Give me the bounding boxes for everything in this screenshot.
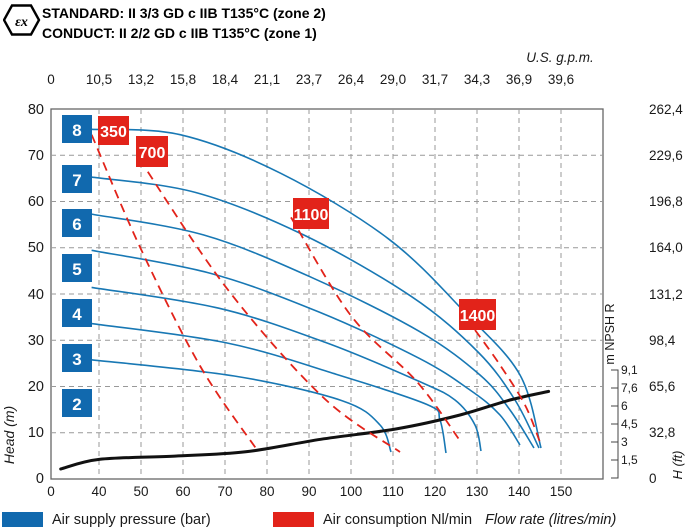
svg-text:6: 6 bbox=[72, 215, 81, 234]
svg-text:21,1: 21,1 bbox=[254, 72, 280, 87]
svg-text:3: 3 bbox=[621, 435, 628, 449]
svg-text:H (ft): H (ft) bbox=[670, 451, 685, 480]
svg-text:164,0: 164,0 bbox=[649, 240, 683, 255]
svg-text:120: 120 bbox=[424, 484, 447, 499]
svg-text:0: 0 bbox=[649, 471, 657, 486]
svg-text:65,6: 65,6 bbox=[649, 379, 675, 394]
svg-text:Air consumption Nl/min: Air consumption Nl/min bbox=[323, 512, 472, 528]
svg-text:10,5: 10,5 bbox=[86, 72, 112, 87]
svg-text:0: 0 bbox=[47, 72, 55, 87]
svg-text:50: 50 bbox=[133, 484, 148, 499]
svg-text:130: 130 bbox=[466, 484, 489, 499]
svg-text:31,7: 31,7 bbox=[422, 72, 448, 87]
svg-text:131,2: 131,2 bbox=[649, 287, 683, 302]
svg-text:60: 60 bbox=[175, 484, 190, 499]
svg-text:32,8: 32,8 bbox=[649, 425, 675, 440]
svg-text:m NPSH R: m NPSH R bbox=[603, 303, 617, 364]
svg-text:1400: 1400 bbox=[460, 308, 496, 325]
svg-text:29,0: 29,0 bbox=[380, 72, 406, 87]
svg-text:4: 4 bbox=[72, 305, 82, 324]
svg-text:23,7: 23,7 bbox=[296, 72, 322, 87]
svg-text:229,6: 229,6 bbox=[649, 148, 683, 163]
svg-text:8: 8 bbox=[72, 121, 81, 140]
svg-text:18,4: 18,4 bbox=[212, 72, 239, 87]
svg-text:Head (m): Head (m) bbox=[1, 406, 17, 464]
svg-text:2: 2 bbox=[72, 395, 81, 414]
svg-text:7,6: 7,6 bbox=[621, 381, 638, 395]
svg-text:98,4: 98,4 bbox=[649, 333, 676, 348]
svg-text:Air supply pressure (bar): Air supply pressure (bar) bbox=[52, 512, 211, 528]
svg-text:80: 80 bbox=[259, 484, 274, 499]
svg-text:90: 90 bbox=[301, 484, 316, 499]
svg-text:6: 6 bbox=[621, 399, 628, 413]
svg-text:262,4: 262,4 bbox=[649, 102, 683, 117]
svg-text:Flow rate (litres/min): Flow rate (litres/min) bbox=[485, 512, 616, 528]
svg-text:150: 150 bbox=[550, 484, 573, 499]
svg-text:1,5: 1,5 bbox=[621, 453, 638, 467]
svg-text:26,4: 26,4 bbox=[338, 72, 365, 87]
svg-text:5: 5 bbox=[72, 260, 81, 279]
svg-text:100: 100 bbox=[340, 484, 363, 499]
svg-text:1100: 1100 bbox=[294, 207, 329, 224]
svg-text:15,8: 15,8 bbox=[170, 72, 196, 87]
svg-text:3: 3 bbox=[72, 350, 81, 369]
svg-text:700: 700 bbox=[139, 145, 166, 162]
svg-text:0: 0 bbox=[36, 471, 44, 487]
svg-text:350: 350 bbox=[100, 124, 127, 141]
svg-text:70: 70 bbox=[217, 484, 232, 499]
svg-text:30: 30 bbox=[28, 333, 44, 349]
svg-text:70: 70 bbox=[28, 148, 44, 164]
svg-text:196,8: 196,8 bbox=[649, 194, 683, 209]
svg-text:7: 7 bbox=[72, 171, 81, 190]
svg-text:36,9: 36,9 bbox=[506, 72, 532, 87]
svg-text:80: 80 bbox=[28, 102, 44, 118]
svg-text:10: 10 bbox=[28, 425, 44, 441]
svg-text:4,5: 4,5 bbox=[621, 417, 638, 431]
svg-text:60: 60 bbox=[28, 194, 44, 210]
svg-text:U.S. g.p.m.: U.S. g.p.m. bbox=[526, 50, 594, 65]
svg-text:20: 20 bbox=[28, 379, 44, 395]
svg-text:39,6: 39,6 bbox=[548, 72, 574, 87]
svg-text:140: 140 bbox=[508, 484, 531, 499]
svg-text:40: 40 bbox=[91, 484, 106, 499]
svg-text:9,1: 9,1 bbox=[621, 363, 638, 377]
svg-text:110: 110 bbox=[382, 484, 404, 499]
svg-text:50: 50 bbox=[28, 240, 44, 256]
svg-text:0: 0 bbox=[47, 484, 55, 499]
svg-text:34,3: 34,3 bbox=[464, 72, 490, 87]
svg-text:13,2: 13,2 bbox=[128, 72, 154, 87]
svg-text:40: 40 bbox=[28, 287, 44, 303]
